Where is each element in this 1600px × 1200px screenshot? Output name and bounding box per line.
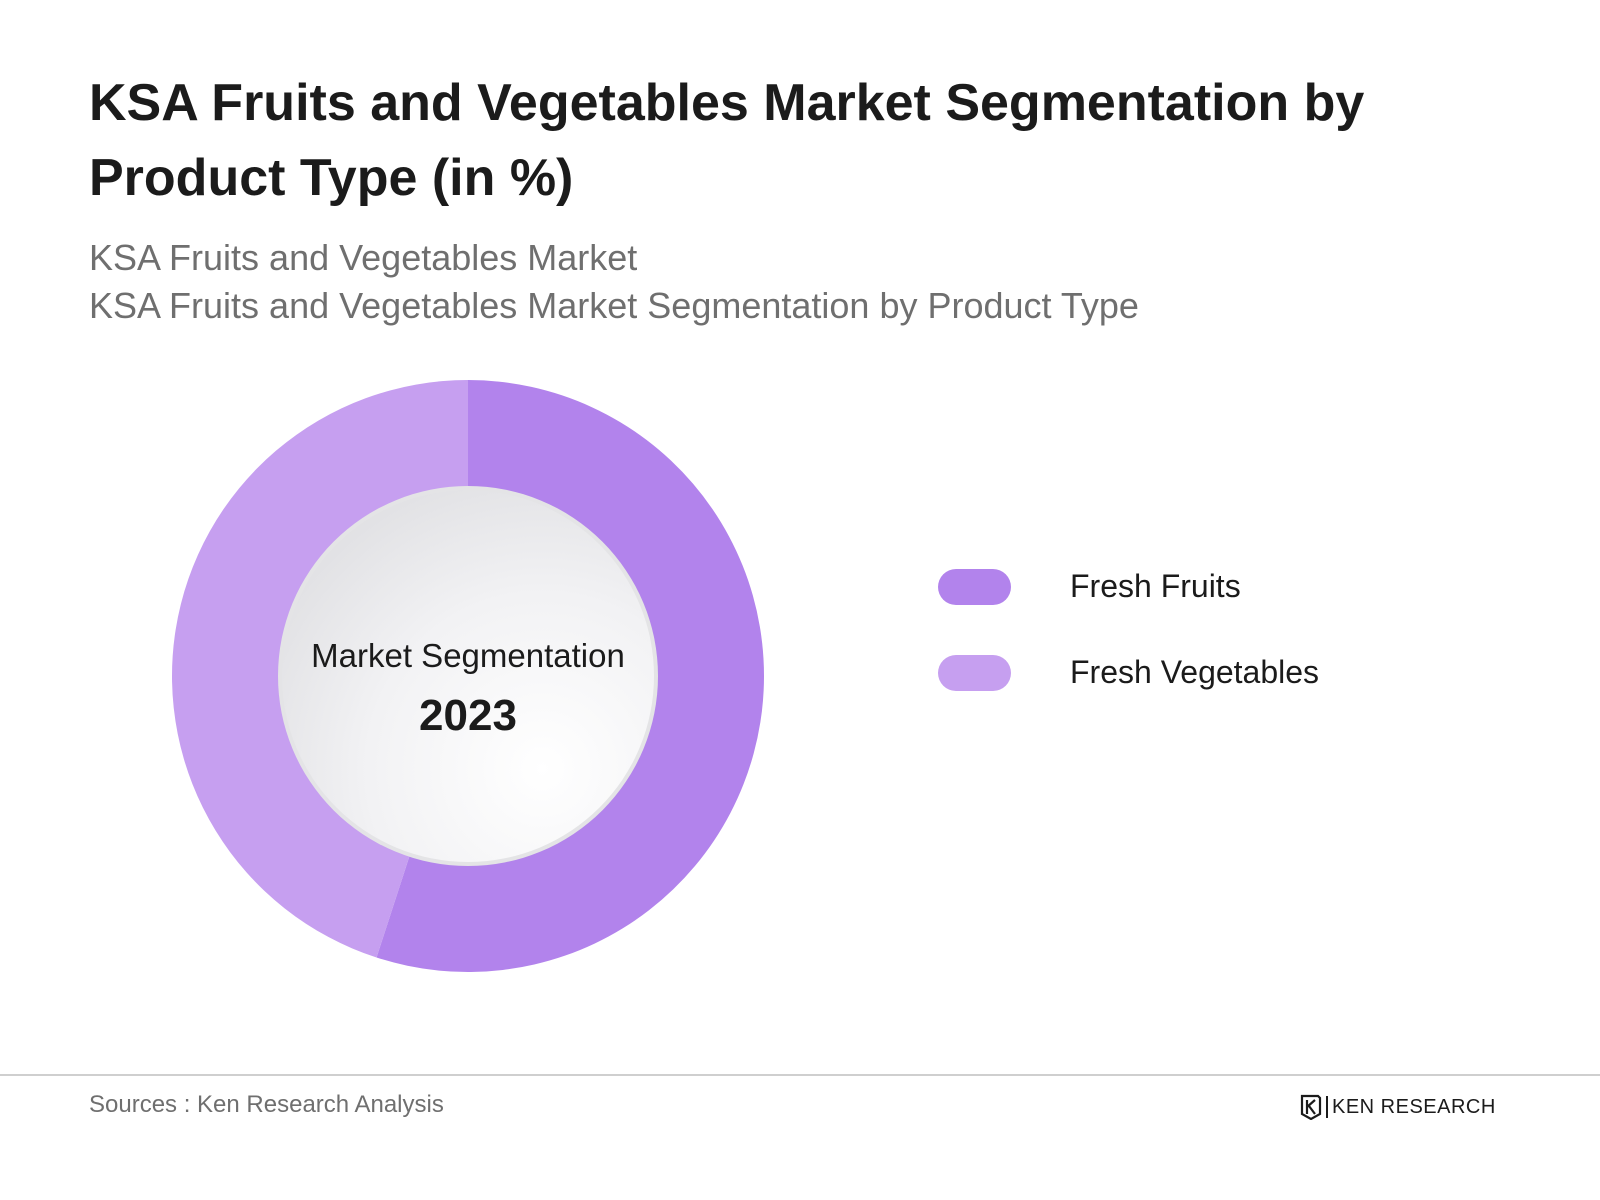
ken-research-logo-icon — [1300, 1094, 1322, 1120]
chart-subtitle-market: KSA Fruits and Vegetables Market — [89, 237, 638, 278]
legend-label-fresh-vegetables: Fresh Vegetables — [1070, 654, 1320, 690]
legend-swatch-fresh-vegetables — [938, 655, 1011, 691]
donut-center-label: Market Segmentation — [311, 637, 625, 674]
legend-label-fresh-fruits: Fresh Fruits — [1070, 568, 1241, 604]
brand-separator — [1326, 1096, 1328, 1118]
donut-center-disc — [282, 490, 654, 862]
source-note: Sources : Ken Research Analysis — [89, 1091, 444, 1118]
brand-name: KEN RESEARCH — [1332, 1095, 1496, 1118]
chart-subtitle-segmentation: KSA Fruits and Vegetables Market Segment… — [89, 285, 1139, 326]
legend-swatch-fresh-fruits — [938, 569, 1011, 605]
chart-title: KSA Fruits and Vegetables Market Segment… — [89, 74, 1365, 207]
footer-divider — [0, 1074, 1600, 1076]
brand-logo: KEN RESEARCH — [1300, 1092, 1496, 1122]
donut-center-year: 2023 — [419, 691, 517, 740]
